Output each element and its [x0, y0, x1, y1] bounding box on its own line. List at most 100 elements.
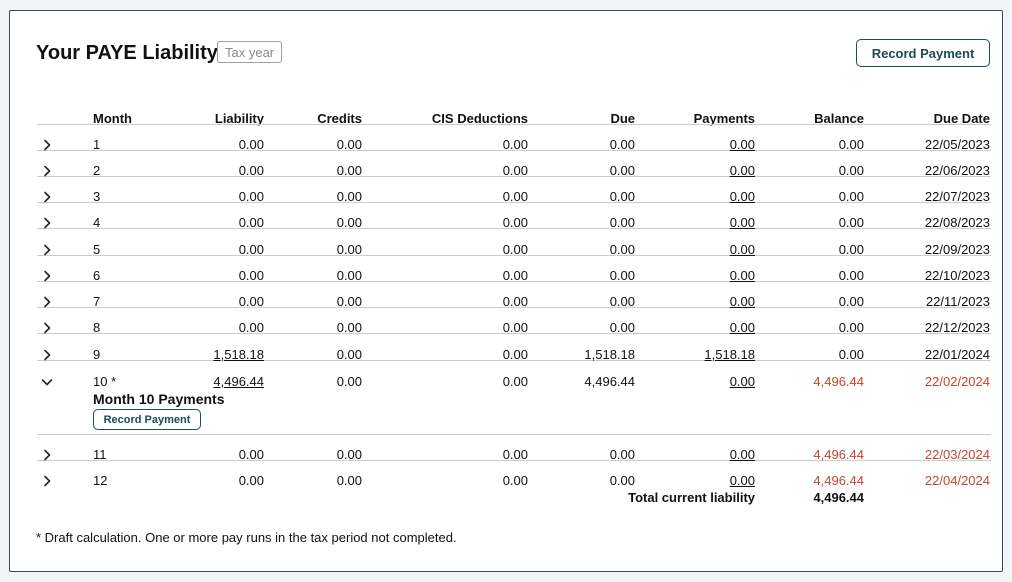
month-cell: 12	[93, 473, 108, 488]
cis-deductions-cell: 0.00	[502, 137, 528, 152]
row-divider	[37, 150, 991, 151]
due-cell: 0.00	[609, 294, 635, 309]
column-header-month: Month	[93, 111, 132, 126]
due-date-cell: 22/03/2024	[924, 447, 990, 462]
payments-link[interactable]: 0.00	[729, 447, 755, 462]
payments-link[interactable]: 0.00	[729, 242, 755, 257]
chevron-right-icon[interactable]	[40, 269, 54, 283]
due-cell: 0.00	[609, 189, 635, 204]
due-cell: 0.00	[609, 320, 635, 335]
liability-cell: 0.00	[238, 215, 264, 230]
cis-deductions-cell: 0.00	[502, 242, 528, 257]
balance-cell: 0.00	[838, 294, 864, 309]
payments-link[interactable]: 0.00	[729, 189, 755, 204]
liability-cell: 0.00	[238, 447, 264, 462]
credits-cell: 0.00	[336, 242, 362, 257]
month-cell: 8	[93, 320, 101, 335]
credits-cell: 0.00	[336, 447, 362, 462]
due-date-cell: 22/11/2023	[925, 294, 990, 309]
credits-cell: 0.00	[336, 347, 362, 362]
total-current-liability-label: Total current liability	[628, 490, 755, 505]
due-date-cell: 22/12/2023	[924, 320, 990, 335]
total-current-liability-value: 4,496.44	[813, 490, 864, 505]
column-header-cis-deductions: CIS Deductions	[431, 111, 528, 126]
column-header-credits: Credits	[317, 111, 362, 126]
month-cell: 11	[93, 447, 107, 462]
credits-cell: 0.00	[336, 189, 362, 204]
liability-cell: 0.00	[238, 189, 264, 204]
chevron-right-icon[interactable]	[40, 321, 54, 335]
column-header-balance: Balance	[814, 111, 864, 126]
column-header-due: Due	[610, 111, 635, 126]
row-divider	[37, 434, 991, 435]
column-header-due-date: Due Date	[933, 111, 990, 126]
cis-deductions-cell: 0.00	[502, 215, 528, 230]
credits-cell: 0.00	[336, 215, 362, 230]
chevron-down-icon[interactable]	[40, 375, 54, 389]
credits-cell: 0.00	[336, 137, 362, 152]
paye-liability-card: Your PAYE Liability Tax year Record Paym…	[9, 10, 1003, 572]
credits-cell: 0.00	[336, 268, 362, 283]
balance-cell: 0.00	[838, 137, 864, 152]
payments-link[interactable]: 0.00	[729, 320, 755, 335]
cis-deductions-cell: 0.00	[502, 347, 528, 362]
payments-link[interactable]: 0.00	[729, 268, 755, 283]
payments-link[interactable]: 1,518.18	[704, 347, 755, 362]
payments-link[interactable]: 0.00	[729, 215, 755, 230]
month-cell: 4	[93, 215, 101, 230]
chevron-right-icon[interactable]	[40, 295, 54, 309]
balance-cell: 4,496.44	[813, 447, 864, 462]
chevron-right-icon[interactable]	[40, 216, 54, 230]
cis-deductions-cell: 0.00	[502, 268, 528, 283]
balance-cell: 0.00	[838, 215, 864, 230]
row-divider	[37, 124, 991, 125]
month-cell: 6	[93, 268, 101, 283]
liability-link[interactable]: 1,518.18	[213, 347, 264, 362]
payments-link[interactable]: 0.00	[729, 374, 755, 389]
liability-link[interactable]: 4,496.44	[213, 374, 264, 389]
due-date-cell: 22/05/2023	[924, 137, 990, 152]
row-divider	[37, 307, 991, 308]
balance-cell: 0.00	[838, 242, 864, 257]
cis-deductions-cell: 0.00	[502, 374, 528, 389]
record-month-10-payment-button[interactable]: Record Payment	[93, 409, 201, 430]
month-cell: 9	[93, 347, 101, 362]
liability-cell: 0.00	[238, 242, 264, 257]
due-date-cell: 22/09/2023	[924, 242, 990, 257]
chevron-right-icon[interactable]	[40, 243, 54, 257]
balance-cell: 4,496.44	[813, 473, 864, 488]
chevron-right-icon[interactable]	[40, 448, 54, 462]
payments-link[interactable]: 0.00	[729, 294, 755, 309]
credits-cell: 0.00	[336, 473, 362, 488]
payments-link[interactable]: 0.00	[729, 163, 755, 178]
liability-cell: 0.00	[238, 320, 264, 335]
balance-cell: 0.00	[838, 189, 864, 204]
month-10-payments-title: Month 10 Payments	[93, 391, 225, 407]
column-header-liability: Liability	[214, 111, 264, 126]
due-date-cell: 22/04/2024	[924, 473, 990, 488]
cis-deductions-cell: 0.00	[502, 447, 528, 462]
row-divider	[37, 460, 991, 461]
chevron-right-icon[interactable]	[40, 138, 54, 152]
due-cell: 0.00	[609, 447, 635, 462]
chevron-right-icon[interactable]	[40, 190, 54, 204]
credits-cell: 0.00	[336, 163, 362, 178]
liability-cell: 0.00	[238, 163, 264, 178]
payments-link[interactable]: 0.00	[729, 137, 755, 152]
chevron-right-icon[interactable]	[40, 164, 54, 178]
balance-cell: 4,496.44	[813, 374, 864, 389]
credits-cell: 0.00	[336, 320, 362, 335]
credits-cell: 0.00	[336, 374, 362, 389]
credits-cell: 0.00	[336, 294, 362, 309]
due-cell: 0.00	[609, 268, 635, 283]
row-divider	[37, 333, 991, 334]
tax-year-select[interactable]: Tax year	[217, 41, 283, 63]
payments-link[interactable]: 0.00	[729, 473, 755, 488]
due-cell: 0.00	[609, 137, 635, 152]
chevron-right-icon[interactable]	[40, 474, 54, 488]
chevron-right-icon[interactable]	[40, 348, 54, 362]
liability-cell: 0.00	[238, 268, 264, 283]
row-divider	[37, 202, 991, 203]
record-payment-button[interactable]: Record Payment	[856, 39, 990, 67]
liability-cell: 0.00	[238, 294, 264, 309]
